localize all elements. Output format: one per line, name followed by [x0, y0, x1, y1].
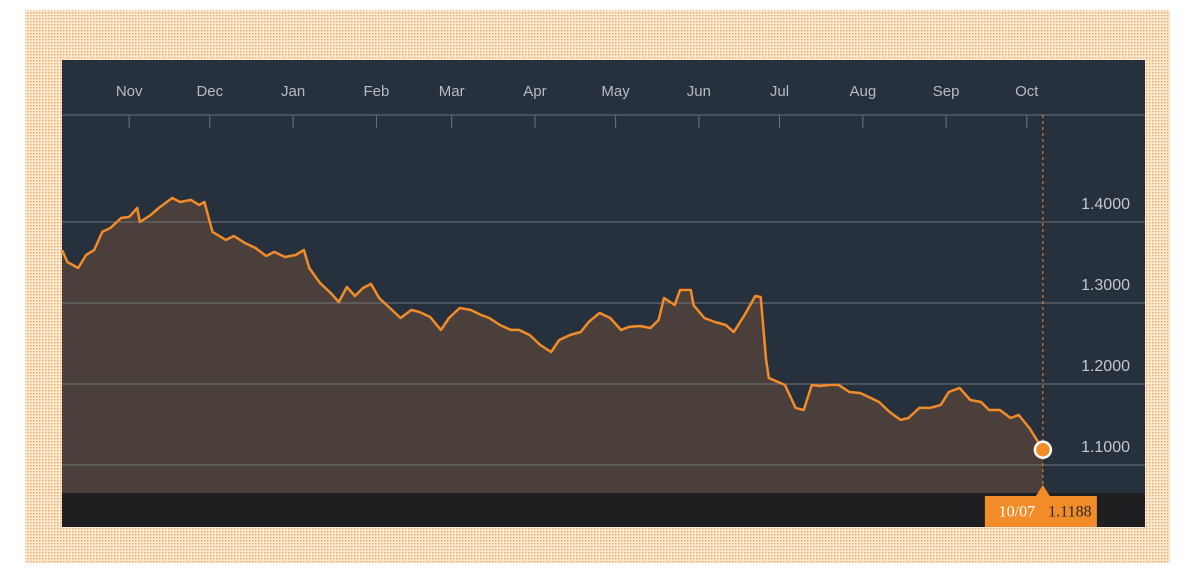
- last-point: [1033, 440, 1053, 459]
- y-tick-label: 1.2000: [1081, 358, 1130, 375]
- tooltip-value: 1.1188: [1048, 504, 1091, 521]
- x-tick-label: Dec: [196, 83, 223, 100]
- y-tick-label: 1.1000: [1081, 439, 1130, 456]
- x-tick-label: Oct: [1015, 83, 1039, 100]
- footer-band: [62, 493, 1145, 527]
- line: [60, 196, 1044, 451]
- x-tick-label: Sep: [933, 83, 960, 100]
- area: [62, 198, 1043, 493]
- x-tick-label: May: [601, 83, 630, 100]
- y-tick-label: 1.3000: [1081, 277, 1130, 294]
- x-tick-label: Jun: [687, 83, 711, 100]
- tooltip-date: 10/07: [999, 504, 1035, 521]
- x-tick-label: Jan: [281, 83, 305, 100]
- tooltip-box: [984, 485, 1097, 527]
- x-tick-label: Jul: [770, 83, 789, 100]
- x-tick-label: Mar: [439, 83, 465, 100]
- x-tick-label: Feb: [363, 83, 389, 100]
- y-tick-label: 1.4000: [1081, 196, 1130, 213]
- x-tick-label: Nov: [116, 83, 143, 100]
- x-tick-label: Aug: [849, 83, 876, 100]
- x-tick-label: Apr: [523, 83, 546, 100]
